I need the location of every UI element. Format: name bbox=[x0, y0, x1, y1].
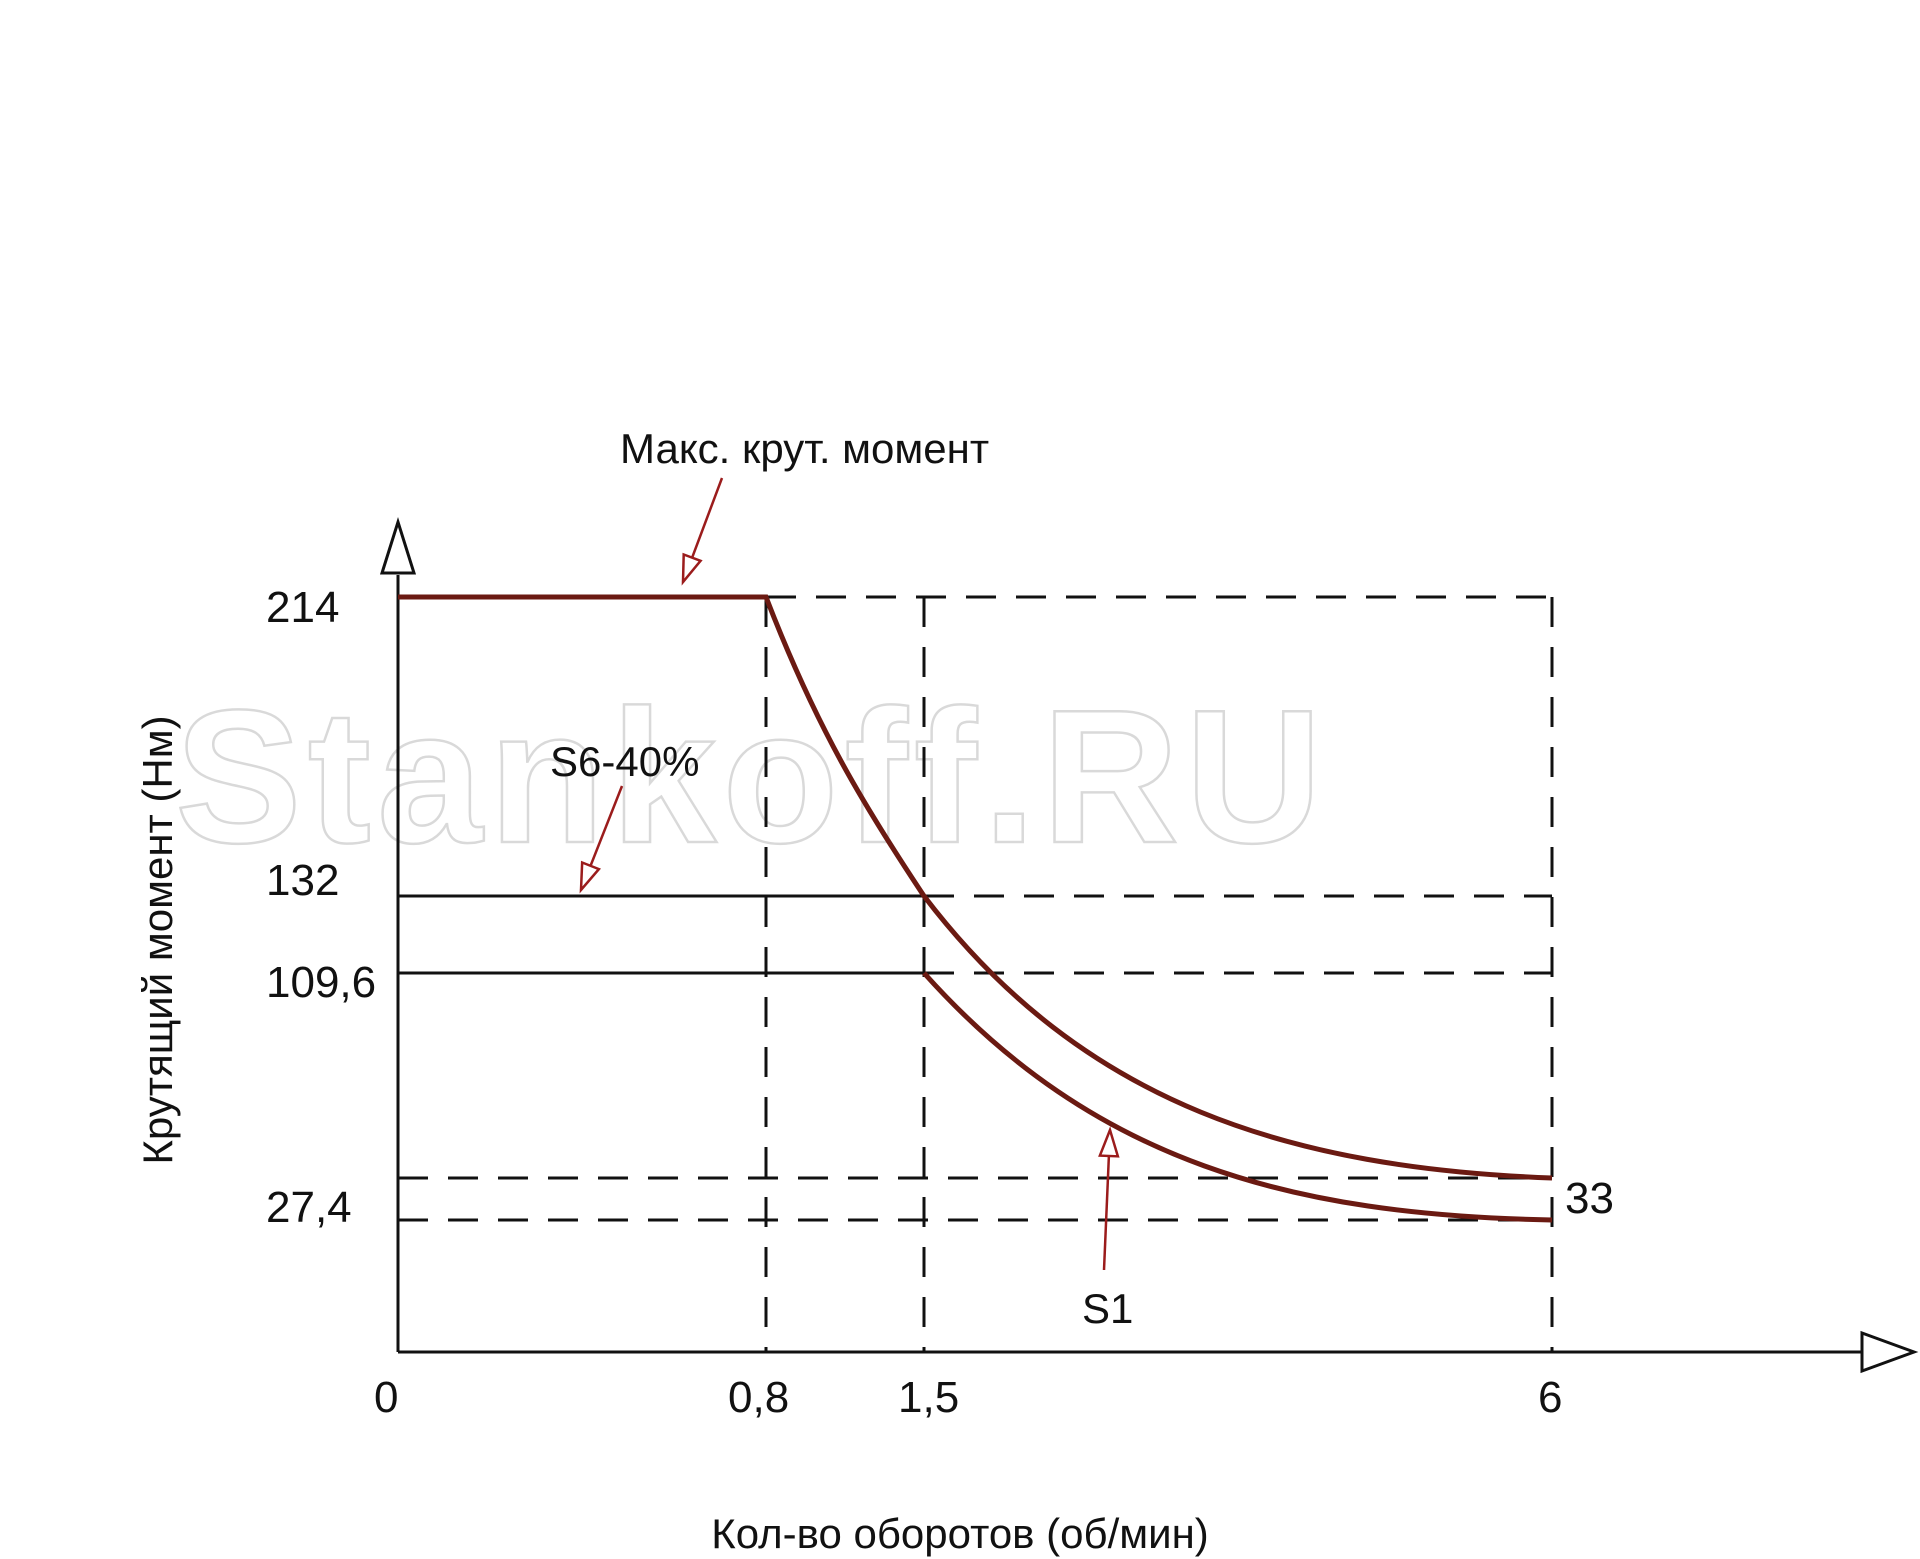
curves bbox=[398, 594, 1553, 1223]
y-tick-label: 109,6 bbox=[266, 958, 376, 1007]
x-axis-arrow bbox=[1860, 1330, 1919, 1374]
y-tick-label: 27,4 bbox=[266, 1183, 352, 1232]
pointer-max-torque-head bbox=[681, 552, 703, 586]
pointer-s6-head bbox=[579, 860, 602, 894]
y-tick-label: 132 bbox=[266, 856, 339, 905]
pointers bbox=[579, 477, 1120, 1271]
series-label-s6: S6-40% bbox=[550, 738, 699, 785]
x-tick-label: 1,5 bbox=[898, 1373, 959, 1422]
watermark: Stankoff.RU bbox=[175, 671, 1328, 883]
end-value-label: 33 bbox=[1565, 1174, 1614, 1223]
curve-s1 bbox=[922, 971, 1553, 1223]
y-axis-arrow bbox=[379, 516, 417, 575]
axes bbox=[379, 516, 1919, 1374]
pointer-s1-head bbox=[1098, 1126, 1120, 1158]
x-tick-label: 6 bbox=[1538, 1373, 1562, 1422]
series-label-s1: S1 bbox=[1082, 1285, 1133, 1332]
x-tick-label: 0,8 bbox=[728, 1373, 789, 1422]
y-axis-label: Крутящий момент (Нм) bbox=[134, 715, 181, 1164]
x-axis-label: Кол-во оборотов (об/мин) bbox=[711, 1510, 1209, 1557]
y-tick-label: 214 bbox=[266, 583, 339, 632]
x-tick-label: 0 bbox=[374, 1373, 398, 1422]
curve-max-torque bbox=[398, 594, 1553, 1181]
series-label-max-torque: Макс. крут. момент bbox=[620, 425, 989, 472]
